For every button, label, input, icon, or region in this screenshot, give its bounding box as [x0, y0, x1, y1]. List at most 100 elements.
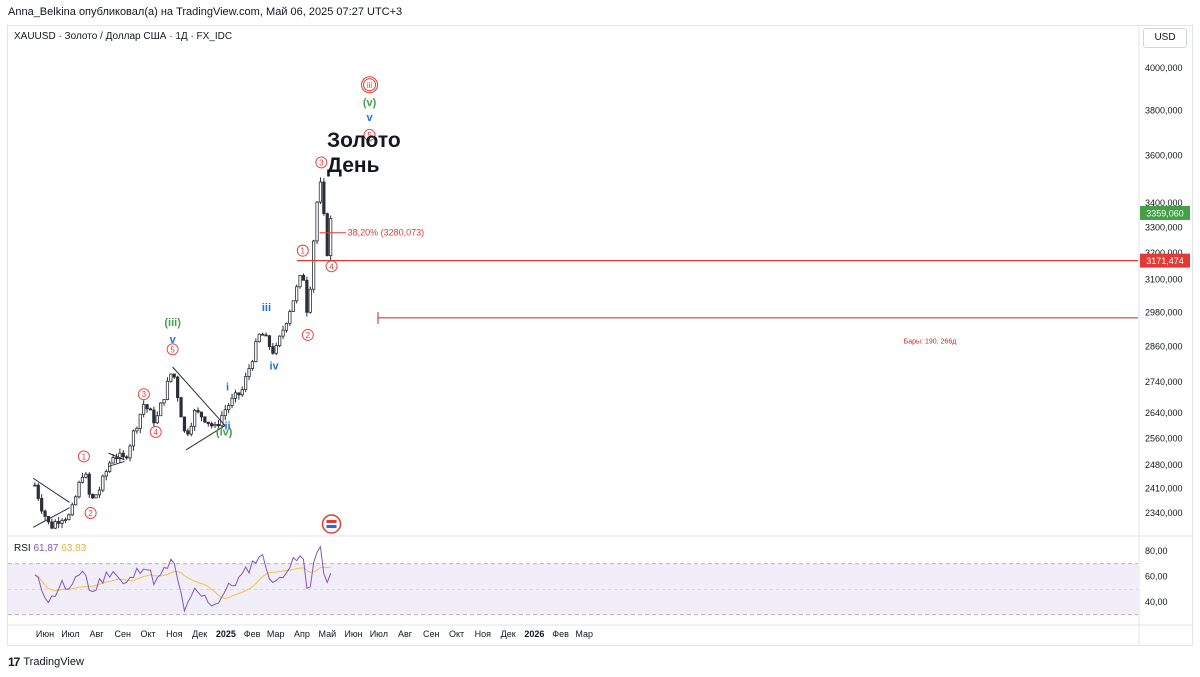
wave-label-green: (v) [363, 97, 377, 109]
x-tick-label: 2026 [524, 629, 544, 639]
candle-body [74, 496, 78, 506]
candle-body [36, 484, 40, 499]
candle-body [284, 323, 289, 331]
wave-label-inner-circle [363, 78, 377, 92]
candle-body [67, 514, 71, 521]
candle-body [125, 456, 129, 459]
candle-body [230, 397, 234, 406]
y-tick-label: 2740,000 [1145, 377, 1183, 387]
x-tick-label: 2025 [216, 629, 236, 639]
currency-selector[interactable]: USD [1143, 28, 1187, 48]
y-tick-label: 3400,000 [1145, 198, 1183, 208]
x-tick-label: Май [318, 629, 336, 639]
event-flag-icon [321, 514, 342, 534]
y-tick-label: 3800,000 [1145, 106, 1183, 116]
wave-label-red: 1 [82, 452, 87, 461]
wave-label-red: 4 [329, 262, 334, 271]
wave-label-blue: ii [225, 421, 231, 433]
candle-body [176, 376, 180, 399]
x-tick-label: Фев [552, 629, 569, 639]
last-price-badge [1140, 205, 1190, 220]
candle-body [172, 373, 176, 378]
candle-body [216, 423, 221, 427]
last-price-value: 3359,060 [1146, 208, 1184, 218]
candle-body [281, 329, 285, 337]
rsi-name: RSI [14, 543, 31, 554]
candle-body [87, 473, 91, 495]
wave-label-circle [84, 507, 97, 519]
candle-body [182, 416, 187, 432]
x-tick-label: Апр [294, 629, 310, 639]
candle-body [274, 345, 278, 354]
x-tick-label: Мар [267, 629, 285, 639]
wave-label-red: 3 [319, 158, 324, 167]
y-tick-label: 3200,000 [1145, 248, 1183, 258]
rsi-value: 61,87 [33, 543, 59, 554]
wave-label-green: (iii) [164, 317, 181, 329]
chart-frame [7, 25, 1193, 646]
x-tick-label: Июл [370, 629, 388, 639]
candle-body [203, 416, 207, 423]
candle-body [308, 288, 312, 313]
symbol-title[interactable]: XAUUSD · Золото / Доллар США · 1Д · FX_I… [14, 31, 233, 42]
y-tick-label: 4000,000 [1145, 63, 1183, 73]
candle-body [118, 452, 122, 460]
candle-body [206, 421, 210, 424]
triangle-lower-line [185, 425, 226, 451]
wave-label-red-double: iii [367, 81, 373, 90]
x-tick-label: Окт [449, 629, 464, 639]
candle-body [322, 181, 326, 215]
rsi-legend[interactable]: RSI 61,87 63,83 [14, 543, 86, 554]
candle-body [261, 333, 265, 336]
candle-body [189, 425, 193, 435]
candle-body [84, 473, 88, 478]
title-line-2: День [327, 154, 380, 177]
candle-body [325, 213, 329, 257]
candle-body [104, 471, 108, 477]
wave-label-outer-circle [361, 76, 379, 94]
x-tick-label: Сен [115, 629, 132, 639]
x-tick-label: Авг [398, 629, 413, 639]
candle-body [295, 286, 299, 302]
candle-body [121, 452, 125, 458]
candle-body [193, 410, 197, 427]
wave-label-red: 1 [301, 247, 306, 256]
candle-body [250, 361, 255, 369]
candle-body [33, 484, 37, 487]
candle-body [288, 311, 292, 324]
wave-label-red: 4 [153, 428, 158, 437]
rsi-ma-line [34, 566, 331, 599]
wave-label-blue: iv [269, 361, 279, 373]
candle-body [80, 476, 85, 483]
candle-body [257, 333, 261, 343]
rsi-tick-label: 80,00 [1145, 546, 1168, 556]
wave-label-circle [325, 260, 338, 273]
candle-body [111, 457, 115, 464]
measure-label: Бары: 190, 266д [904, 339, 957, 346]
triangle-lower-line [32, 507, 70, 528]
x-tick-label: Фев [244, 629, 261, 639]
candle-body [179, 397, 183, 418]
x-tick-label: Окт [141, 629, 156, 639]
wave-label-red: 2 [88, 509, 93, 518]
x-tick-label: Дек [501, 629, 516, 639]
candle-body [237, 392, 241, 396]
candle-body [247, 368, 251, 377]
wave-label-circle [301, 328, 314, 341]
candle-body [53, 521, 57, 529]
tradingview-logo-icon: 17 [8, 655, 20, 669]
y-tick-label: 2640,000 [1145, 408, 1183, 418]
candle-body [155, 415, 159, 424]
candle-body [135, 427, 139, 432]
y-tick-label: 2480,000 [1145, 460, 1183, 470]
candle-body [138, 413, 142, 429]
candle-body [227, 405, 231, 411]
candle-body [264, 334, 268, 337]
y-tick-label: 2410,000 [1145, 484, 1183, 494]
candle-body [114, 457, 119, 460]
footer-brand[interactable]: 17 TradingView [8, 655, 84, 669]
rsi-tick-label: 60,00 [1145, 572, 1168, 582]
x-tick-label: Ноя [475, 629, 492, 639]
candle-body [94, 494, 98, 499]
